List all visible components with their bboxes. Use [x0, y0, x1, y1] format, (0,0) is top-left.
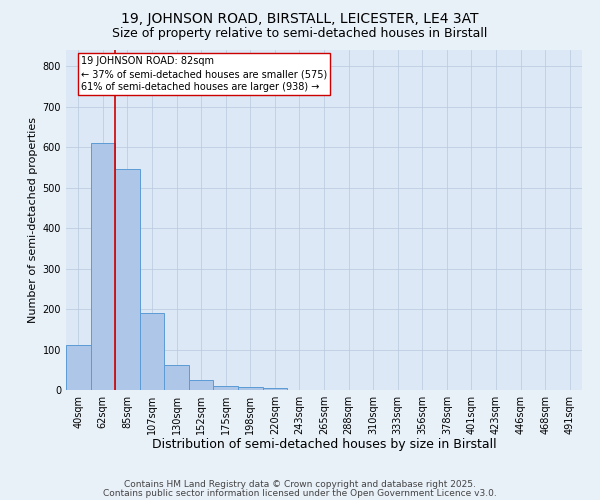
- Bar: [238, 387, 263, 390]
- Text: 19, JOHNSON ROAD, BIRSTALL, LEICESTER, LE4 3AT: 19, JOHNSON ROAD, BIRSTALL, LEICESTER, L…: [121, 12, 479, 26]
- Y-axis label: Number of semi-detached properties: Number of semi-detached properties: [28, 117, 38, 323]
- Bar: [189, 380, 214, 390]
- Bar: [164, 364, 189, 390]
- Bar: [214, 386, 238, 390]
- Bar: [140, 313, 164, 390]
- Text: Contains public sector information licensed under the Open Government Licence v3: Contains public sector information licen…: [103, 488, 497, 498]
- Bar: [263, 388, 287, 390]
- Text: Size of property relative to semi-detached houses in Birstall: Size of property relative to semi-detach…: [112, 28, 488, 40]
- Bar: [91, 143, 115, 390]
- X-axis label: Distribution of semi-detached houses by size in Birstall: Distribution of semi-detached houses by …: [152, 438, 496, 452]
- Text: 19 JOHNSON ROAD: 82sqm
← 37% of semi-detached houses are smaller (575)
61% of se: 19 JOHNSON ROAD: 82sqm ← 37% of semi-det…: [81, 56, 327, 92]
- Bar: [115, 170, 140, 390]
- Bar: [66, 346, 91, 390]
- Text: Contains HM Land Registry data © Crown copyright and database right 2025.: Contains HM Land Registry data © Crown c…: [124, 480, 476, 489]
